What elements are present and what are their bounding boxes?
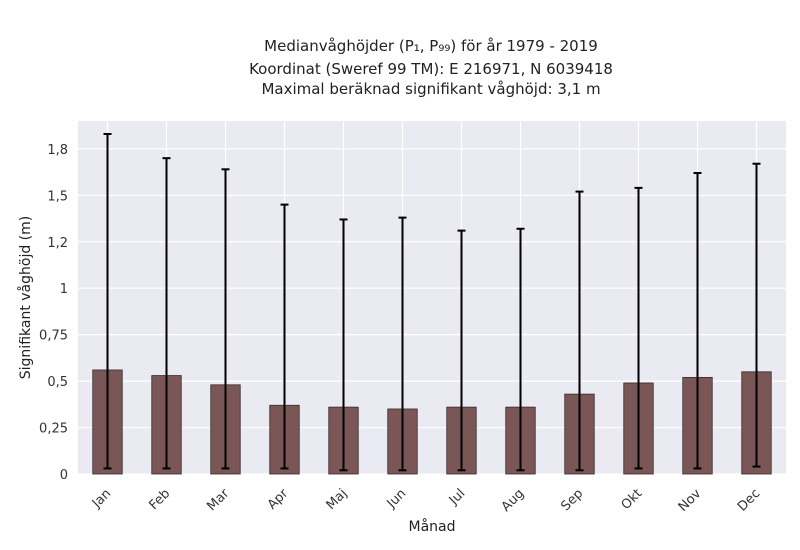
y-axis-ticks: 0 0,25 0,5 0,75 1 1,2 1,5 1,8: [39, 143, 68, 483]
y-tick-label: 0,75: [39, 329, 68, 344]
x-tick-label: Jan: [89, 486, 114, 511]
x-tick-label: Aug: [499, 486, 528, 515]
x-tick-label: Nov: [676, 486, 705, 515]
x-axis-ticks: Jan Feb Mar Apr Maj Jun Jul Aug Sep Okt Nov Dec: [89, 486, 763, 515]
x-tick-label: Jun: [384, 486, 410, 512]
x-tick-label: Apr: [265, 486, 292, 513]
y-tick-label: 0: [60, 468, 68, 483]
y-tick-label: 1,5: [47, 189, 68, 204]
y-axis-label: Signifikant våghöjd (m): [17, 216, 34, 379]
y-tick-label: 0,5: [47, 375, 68, 390]
x-axis-label: Månad: [409, 518, 456, 535]
y-tick-label: 1,2: [47, 236, 68, 251]
x-tick-label: Dec: [735, 486, 763, 514]
title-line-3: Maximal beräknad signifikant våghöjd: 3,…: [261, 80, 600, 98]
error-bars: [103, 133, 761, 472]
plot-area: [78, 121, 786, 474]
x-tick-label: Mar: [204, 486, 232, 514]
x-tick-label: Okt: [619, 486, 646, 513]
x-tick-label: Sep: [558, 486, 586, 514]
x-tick-label: Feb: [146, 486, 173, 513]
y-tick-label: 1: [60, 282, 68, 297]
y-tick-label: 0,25: [39, 422, 68, 437]
chart-title: Medianvåghöjder (P₁, P₉₉) för år 1979 - …: [249, 37, 613, 98]
title-line-1: Medianvåghöjder (P₁, P₉₉) för år 1979 - …: [264, 37, 598, 55]
title-line-2: Koordinat (Sweref 99 TM): E 216971, N 60…: [249, 60, 613, 78]
y-tick-label: 1,8: [47, 143, 68, 158]
x-tick-label: Maj: [324, 486, 351, 513]
x-tick-label: Jul: [446, 486, 468, 508]
